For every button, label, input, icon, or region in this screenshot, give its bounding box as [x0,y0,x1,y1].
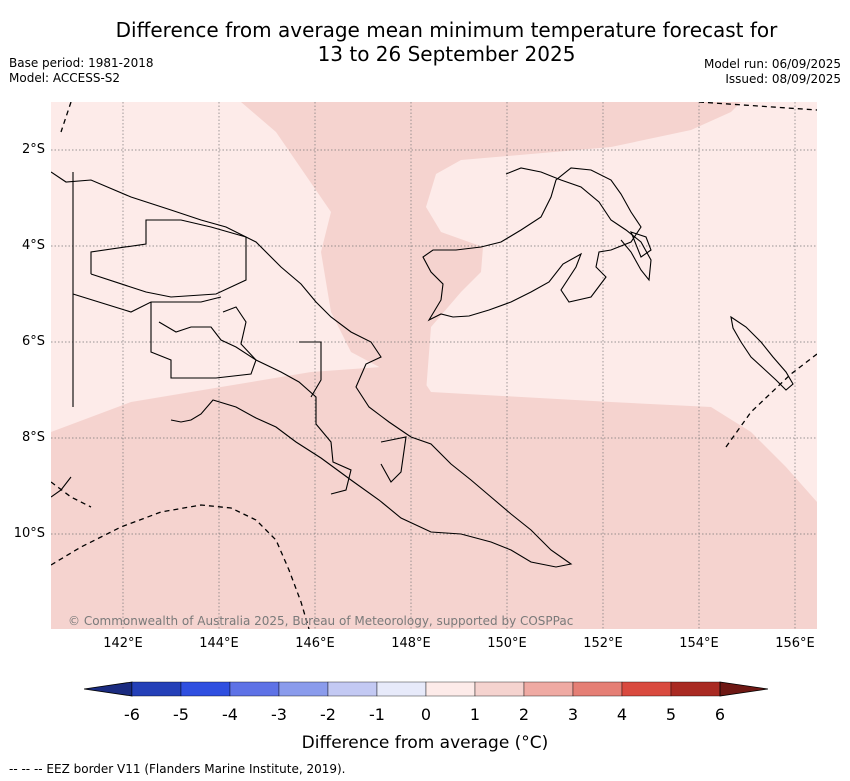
colorbar-segment [572,681,623,697]
lon-label-142e: 142°E [103,636,143,651]
province-borders [72,172,407,495]
colorbar-segment [327,681,378,697]
map-panel: © Commonwealth of Australia 2025, Bureau… [51,102,817,629]
model-info: Base period: 1981-2018 Model: ACCESS-S2 [9,56,154,86]
lat-label-10s: 10°S [13,526,45,541]
warm-anomaly-region-south [51,367,817,629]
eez-borders [51,102,817,629]
lon-label-146e: 146°E [295,636,335,651]
graticule [51,102,817,629]
copyright-notice: © Commonwealth of Australia 2025, Bureau… [68,614,574,628]
colorbar-tick-label: 0 [420,705,432,724]
model-run-date: Model run: 06/09/2025 [703,57,841,71]
coastlines [51,167,794,568]
colorbar-tick-label: -6 [124,705,140,724]
colorbar-segments [84,681,768,697]
colorbar-tick-label: -2 [320,705,336,724]
chart-title: Difference from average mean minimum tem… [0,18,850,66]
lat-label-4s: 4°S [21,238,45,253]
colorbar-label: Difference from average (°C) [301,733,549,753]
colorbar [84,681,768,697]
colorbar-tick-label: 5 [665,705,677,724]
colorbar-extend-low [84,681,133,697]
lon-label-148e: 148°E [391,636,431,651]
title-line-2: 13 to 26 September 2025 [317,42,576,66]
lat-label-2s: 2°S [21,142,45,157]
title-line-1: Difference from average mean minimum tem… [115,18,778,42]
colorbar-tick-label: -4 [222,705,238,724]
colorbar-segment [474,681,525,697]
colorbar-segment [621,681,672,697]
eez-legend-note: -- -- -- EEZ border V11 (Flanders Marine… [9,762,346,776]
warm-anomaly-region-north [241,102,741,392]
colorbar-tick-label: 3 [567,705,579,724]
lat-label-6s: 6°S [21,334,45,349]
colorbar-tick-label: -5 [173,705,189,724]
colorbar-segment [229,681,280,697]
colorbar-tick-label: -1 [369,705,385,724]
run-info: Model run: 06/09/2025 Issued: 08/09/2025 [704,57,841,87]
colorbar-segment [278,681,329,697]
colorbar-segment [670,681,721,697]
colorbar-extend-high [719,681,768,697]
lon-label-152e: 152°E [583,636,623,651]
lon-label-154e: 154°E [679,636,719,651]
map-canvas [51,102,817,629]
lon-label-144e: 144°E [199,636,239,651]
colorbar-tick-label: 2 [518,705,530,724]
colorbar-segment [376,681,427,697]
colorbar-tick-label: 6 [714,705,726,724]
lon-label-156e: 156°E [775,636,815,651]
colorbar-tick-label: 4 [616,705,628,724]
colorbar-segment [131,681,182,697]
colorbar-segment [425,681,476,697]
base-period: Base period: 1981-2018 [9,56,154,70]
issued-date: Issued: 08/09/2025 [725,72,841,86]
colorbar-segment [180,681,231,697]
lat-label-8s: 8°S [21,430,45,445]
model-name: Model: ACCESS-S2 [9,71,121,85]
colorbar-segment [523,681,574,697]
colorbar-tick-label: -3 [271,705,287,724]
lon-label-150e: 150°E [487,636,527,651]
colorbar-tick-label: 1 [469,705,481,724]
